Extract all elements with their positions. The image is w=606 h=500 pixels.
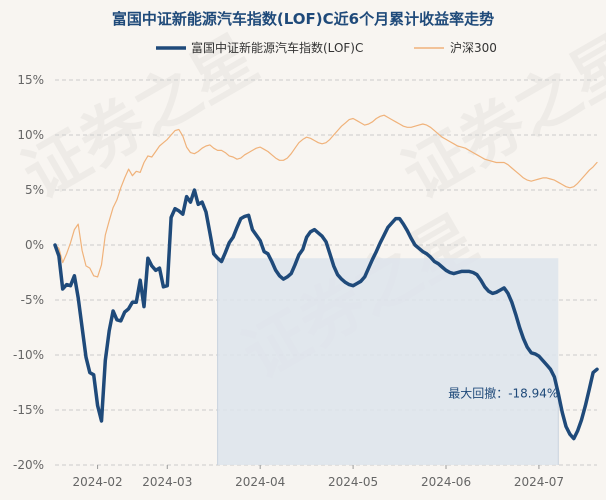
series-line-index bbox=[54, 114, 598, 278]
legend: 富国中证新能源汽车指数(LOF)C 沪深300 bbox=[156, 40, 497, 55]
legend-label-index: 沪深300 bbox=[450, 41, 497, 55]
x-tick-label: 2024-03 bbox=[142, 475, 192, 489]
y-tick-label: 0% bbox=[25, 238, 44, 252]
x-tick-label: 2024-05 bbox=[328, 475, 378, 489]
y-tick-label: -10% bbox=[13, 348, 44, 362]
y-axis-ticks: 15% 10% 5% 0% -5% -10% -15% -20% bbox=[13, 73, 44, 472]
x-tick-label: 2024-07 bbox=[514, 475, 564, 489]
y-tick-label: 10% bbox=[17, 128, 44, 142]
y-tick-label: 5% bbox=[25, 183, 44, 197]
x-tick-label: 2024-06 bbox=[421, 475, 471, 489]
y-tick-label: -15% bbox=[13, 403, 44, 417]
y-tick-label: -5% bbox=[21, 293, 44, 307]
max-drawdown-label: 最大回撤：-18.94% bbox=[448, 386, 558, 401]
x-tick-label: 2024-04 bbox=[235, 475, 285, 489]
drawdown-area bbox=[217, 258, 559, 465]
y-tick-label: 15% bbox=[17, 73, 44, 87]
legend-label-fund: 富国中证新能源汽车指数(LOF)C bbox=[191, 40, 363, 55]
drawdown-shade bbox=[217, 258, 559, 465]
series-line-fund bbox=[53, 188, 599, 441]
chart-title: 富国中证新能源汽车指数(LOF)C近6个月累计收益率走势 bbox=[112, 10, 494, 28]
y-tick-label: -20% bbox=[13, 458, 44, 472]
x-axis-ticks: 2024-02 2024-03 2024-04 2024-05 2024-06 2024-… bbox=[73, 465, 564, 489]
series-lines bbox=[53, 114, 599, 441]
x-tick-label: 2024-02 bbox=[73, 475, 123, 489]
